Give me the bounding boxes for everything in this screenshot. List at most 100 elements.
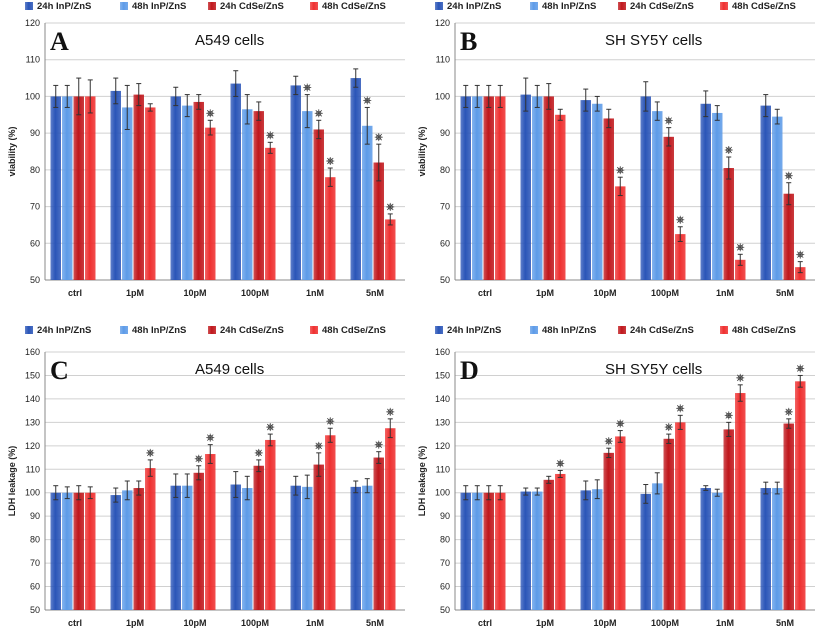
bar	[230, 484, 241, 610]
bar	[532, 96, 543, 280]
bar	[122, 107, 133, 280]
y-tick-label: 50	[30, 275, 40, 285]
bar	[483, 492, 494, 610]
y-tick-label: 60	[440, 582, 450, 592]
y-tick-label: 70	[30, 202, 40, 212]
bar	[472, 96, 483, 280]
bar	[373, 162, 384, 280]
legend-label: 48h InP/ZnS	[132, 325, 186, 336]
x-tick-label: 10pM	[593, 618, 616, 628]
bar	[350, 78, 361, 280]
panel-title: SH SY5Y cells	[605, 361, 702, 378]
bar	[242, 488, 253, 610]
bar	[760, 105, 771, 280]
bar	[313, 129, 324, 280]
bar	[580, 100, 591, 280]
bar	[253, 111, 264, 280]
bar	[205, 127, 216, 280]
bar	[555, 114, 566, 281]
legend-label: 48h CdSe/ZnS	[732, 325, 796, 336]
bar	[460, 492, 471, 610]
bar	[73, 492, 84, 610]
marker-stroke	[206, 434, 214, 441]
y-tick-label: 50	[30, 605, 40, 615]
bar	[205, 454, 216, 610]
bar	[603, 118, 614, 280]
y-tick-label: 90	[440, 511, 450, 521]
significance-marker	[736, 243, 745, 252]
bar	[663, 438, 674, 610]
marker-stroke	[785, 408, 793, 416]
significance-marker	[374, 440, 383, 449]
significance-marker	[664, 116, 673, 125]
marker-stroke	[665, 117, 673, 124]
bar	[543, 96, 554, 280]
marker-stroke	[146, 449, 154, 457]
legend-label: 24h CdSe/ZnS	[220, 1, 284, 12]
marker-stroke	[266, 132, 274, 139]
significance-marker	[326, 157, 335, 166]
x-tick-label: 1nM	[306, 288, 324, 298]
x-tick-label: 1nM	[306, 618, 324, 628]
bar	[290, 485, 301, 610]
bar	[265, 147, 276, 280]
y-tick-label: 110	[26, 55, 40, 65]
bar	[230, 83, 241, 280]
y-tick-label: 60	[30, 238, 40, 248]
significance-marker	[784, 171, 793, 180]
marker-stroke	[206, 110, 214, 117]
bar	[362, 125, 373, 280]
y-tick-label: 120	[435, 441, 450, 451]
bar	[242, 109, 253, 281]
bar	[592, 489, 603, 610]
x-tick-label: 1nM	[716, 618, 734, 628]
bar	[110, 90, 121, 281]
marker-stroke	[785, 172, 793, 179]
bar	[110, 495, 121, 610]
legend-swatch	[618, 326, 626, 334]
x-tick-label: ctrl	[478, 618, 492, 628]
y-tick-label: 100	[25, 91, 40, 101]
significance-marker	[314, 109, 323, 118]
bar	[615, 436, 626, 610]
bar	[145, 107, 156, 280]
x-tick-label: 5nM	[776, 618, 794, 628]
marker-stroke	[266, 423, 274, 431]
y-tick-label: 90	[30, 511, 40, 521]
marker-stroke	[796, 365, 804, 372]
significance-marker	[676, 404, 685, 413]
bar	[170, 96, 181, 280]
marker-stroke	[303, 84, 311, 91]
y-tick-label: 80	[440, 165, 450, 175]
significance-marker	[206, 433, 215, 442]
y-tick-label: 50	[440, 275, 450, 285]
y-tick-label: 90	[30, 128, 40, 138]
y-tick-label: 110	[26, 464, 40, 474]
bar	[385, 428, 396, 610]
y-tick-label: 80	[440, 535, 450, 545]
legend-swatch	[618, 2, 626, 10]
panel-title: SH SY5Y cells	[605, 32, 702, 49]
bar	[265, 439, 276, 610]
marker-stroke	[326, 417, 334, 425]
significance-marker	[363, 96, 372, 105]
bar	[325, 177, 336, 280]
legend-swatch	[530, 326, 538, 334]
y-tick-label: 90	[440, 128, 450, 138]
bar	[675, 234, 686, 280]
bar	[735, 393, 746, 610]
bar	[592, 103, 603, 281]
y-tick-label: 60	[30, 582, 40, 592]
bar	[122, 490, 133, 610]
y-tick-label: 160	[25, 347, 40, 357]
marker-stroke	[255, 449, 263, 457]
bar	[640, 96, 651, 280]
significance-marker	[616, 166, 625, 175]
marker-stroke	[736, 244, 744, 251]
bar	[772, 488, 783, 610]
bar	[85, 492, 96, 610]
significance-marker	[796, 364, 805, 373]
panel-title: A549 cells	[195, 361, 264, 378]
y-tick-label: 120	[435, 18, 450, 28]
x-tick-label: 1pM	[536, 618, 554, 628]
